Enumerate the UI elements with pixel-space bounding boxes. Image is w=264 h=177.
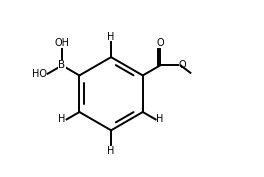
Text: B: B <box>59 60 66 70</box>
Text: H: H <box>157 114 164 124</box>
Text: H: H <box>58 114 66 124</box>
Text: O: O <box>156 38 164 48</box>
Text: O: O <box>178 60 186 70</box>
Text: HO: HO <box>32 69 47 79</box>
Text: OH: OH <box>55 38 69 48</box>
Text: H: H <box>107 146 115 156</box>
Text: H: H <box>107 32 115 42</box>
